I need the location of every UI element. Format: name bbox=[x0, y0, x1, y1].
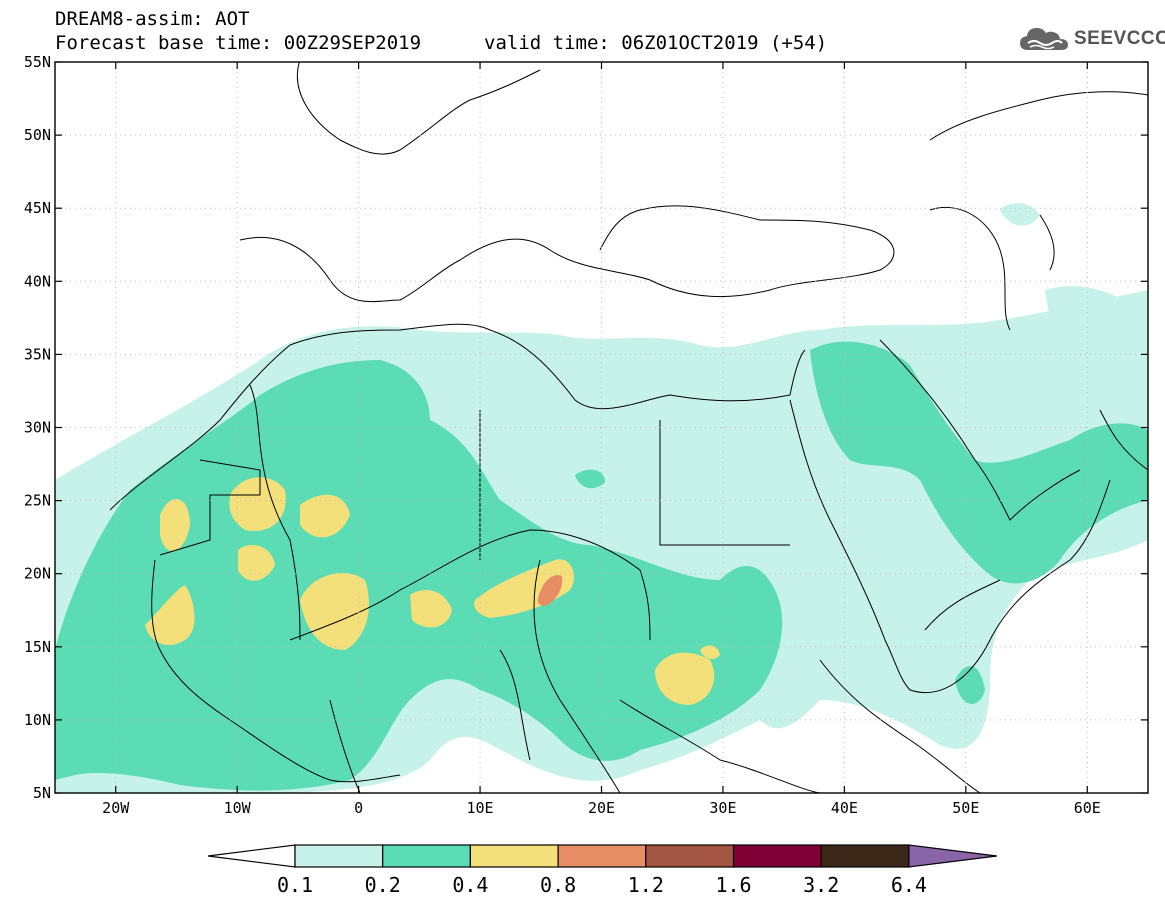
lon-tick-label: 30E bbox=[709, 799, 736, 817]
forecast-base-time: Forecast base time: 00Z29SEP2019 bbox=[55, 32, 422, 54]
lat-tick-label: 40N bbox=[24, 272, 51, 290]
colorbar-swatch bbox=[294, 844, 384, 868]
lon-tick-label: 60E bbox=[1074, 799, 1101, 817]
colorbar-label: 3.2 bbox=[803, 873, 839, 897]
colorbar-swatch bbox=[645, 844, 735, 868]
lat-tick-label: 5N bbox=[33, 784, 51, 802]
aot-contour-layer bbox=[55, 203, 1148, 793]
map-title: DREAM8-assim: AOT bbox=[55, 8, 250, 30]
colorbar-label: 6.4 bbox=[891, 873, 927, 897]
coastline-layer bbox=[109, 62, 1148, 793]
lat-tick-label: 30N bbox=[24, 419, 51, 437]
colorbar: 0.1 0.2 0.4 0.8 1.2 1.6 3.2 6.4 bbox=[207, 844, 997, 897]
cloud-icon bbox=[1020, 28, 1068, 50]
colorbar-swatch bbox=[382, 844, 472, 868]
lat-tick-label: 25N bbox=[24, 492, 51, 510]
colorbar-overflow-arrow bbox=[908, 844, 997, 868]
seevccc-logo: SEEVCCC bbox=[1018, 24, 1165, 54]
lat-tick-label: 20N bbox=[24, 565, 51, 583]
axis-ticks: 20W 10W 0 10E 20E 30E 40E 50E 60E 5N 10N 15N 20N 25N 3… bbox=[24, 53, 1148, 817]
lat-tick-label: 50N bbox=[24, 126, 51, 144]
colorbar-swatch bbox=[732, 844, 822, 868]
lon-tick-label: 0 bbox=[354, 799, 363, 817]
lon-tick-label: 20E bbox=[588, 799, 615, 817]
lat-tick-label: 45N bbox=[24, 199, 51, 217]
lat-tick-label: 55N bbox=[24, 53, 51, 71]
lon-tick-label: 50E bbox=[952, 799, 979, 817]
colorbar-label: 1.6 bbox=[715, 873, 751, 897]
lon-tick-label: 40E bbox=[831, 799, 858, 817]
colorbar-swatch bbox=[557, 844, 647, 868]
colorbar-swatch bbox=[820, 844, 910, 868]
colorbar-label: 0.2 bbox=[365, 873, 401, 897]
lon-tick-label: 10W bbox=[224, 799, 252, 817]
colorbar-swatch bbox=[469, 844, 559, 868]
colorbar-label: 0.8 bbox=[540, 873, 576, 897]
valid-time: valid time: 06Z01OCT2019 (+54) bbox=[484, 32, 828, 54]
colorbar-label: 0.1 bbox=[277, 873, 313, 897]
colorbar-label: 0.4 bbox=[452, 873, 488, 897]
lat-tick-label: 35N bbox=[24, 345, 51, 363]
colorbar-underflow-arrow bbox=[207, 844, 296, 868]
colorbar-label: 1.2 bbox=[628, 873, 664, 897]
lat-tick-label: 15N bbox=[24, 638, 51, 656]
lon-tick-label: 10E bbox=[467, 799, 494, 817]
lon-tick-label: 20W bbox=[102, 799, 130, 817]
graticule bbox=[55, 62, 1148, 793]
logo-text: SEEVCCC bbox=[1074, 28, 1165, 49]
lat-tick-label: 10N bbox=[24, 711, 51, 729]
